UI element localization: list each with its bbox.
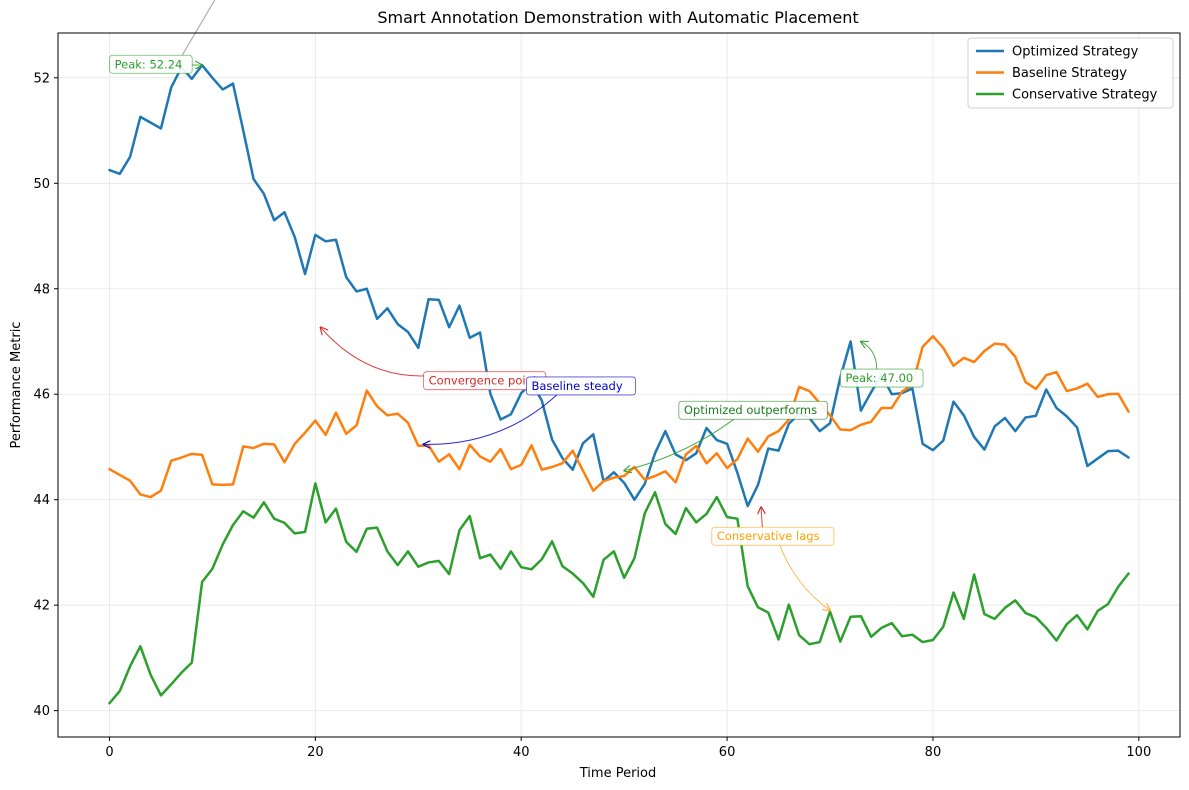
y-tick-label: 50 bbox=[33, 177, 50, 192]
x-axis-ticks: 0 20 40 60 80 100 bbox=[105, 737, 1151, 760]
annotation-arrow bbox=[423, 394, 558, 444]
y-tick-label: 52 bbox=[33, 71, 50, 86]
annotation-arrow bbox=[779, 545, 830, 610]
chart-title: Smart Annotation Demonstration with Auto… bbox=[377, 8, 858, 27]
series-line-conservative-strategy bbox=[108, 482, 1130, 705]
x-axis-label: Time Period bbox=[579, 766, 656, 781]
y-axis-label: Performance Metric bbox=[9, 322, 24, 449]
annotation-box bbox=[526, 376, 636, 396]
series-lines bbox=[108, 63, 1130, 705]
annotation-label: Baseline steady bbox=[532, 379, 623, 393]
y-tick-label: 42 bbox=[33, 599, 50, 614]
x-tick-label: 60 bbox=[719, 745, 736, 760]
series-line-baseline-strategy bbox=[108, 334, 1130, 499]
legend-entry: Conservative Strategy bbox=[1012, 88, 1158, 103]
x-tick-label: 80 bbox=[925, 745, 942, 760]
annotation-label: Peak: 52.24 bbox=[115, 57, 183, 71]
x-tick-label: 100 bbox=[1126, 745, 1151, 760]
y-tick-label: 46 bbox=[33, 388, 50, 403]
y-tick-label: 40 bbox=[33, 704, 50, 719]
annotation-arrow bbox=[624, 418, 735, 470]
annotation-box bbox=[109, 54, 193, 74]
legend-box bbox=[967, 37, 1174, 109]
x-tick-label: 20 bbox=[307, 745, 324, 760]
annotation-leader-line bbox=[181, 0, 216, 56]
annotation-box bbox=[840, 368, 924, 388]
annotation-label: Optimized outperforms bbox=[684, 403, 817, 417]
annotation-arrow bbox=[861, 341, 878, 370]
annotation-label: Peak: 47.00 bbox=[845, 371, 913, 385]
annotation-box bbox=[678, 400, 828, 420]
x-tick-label: 0 bbox=[105, 745, 113, 760]
legend-entry: Baseline Strategy bbox=[1012, 66, 1127, 81]
y-tick-label: 44 bbox=[33, 493, 50, 508]
y-tick-label: 48 bbox=[33, 282, 50, 297]
x-tick-label: 40 bbox=[513, 745, 530, 760]
plot-frame bbox=[57, 32, 1181, 738]
y-axis-ticks: 40 42 44 46 48 50 52 bbox=[33, 71, 58, 719]
annotation-label: Convergence point bbox=[429, 374, 538, 388]
legend-entry: Optimized Strategy bbox=[1012, 45, 1139, 60]
legend: Optimized Strategy Baseline Strategy Conse… bbox=[967, 37, 1174, 109]
annotation-label: Conservative lags bbox=[717, 529, 820, 543]
annotation-box bbox=[711, 526, 835, 546]
